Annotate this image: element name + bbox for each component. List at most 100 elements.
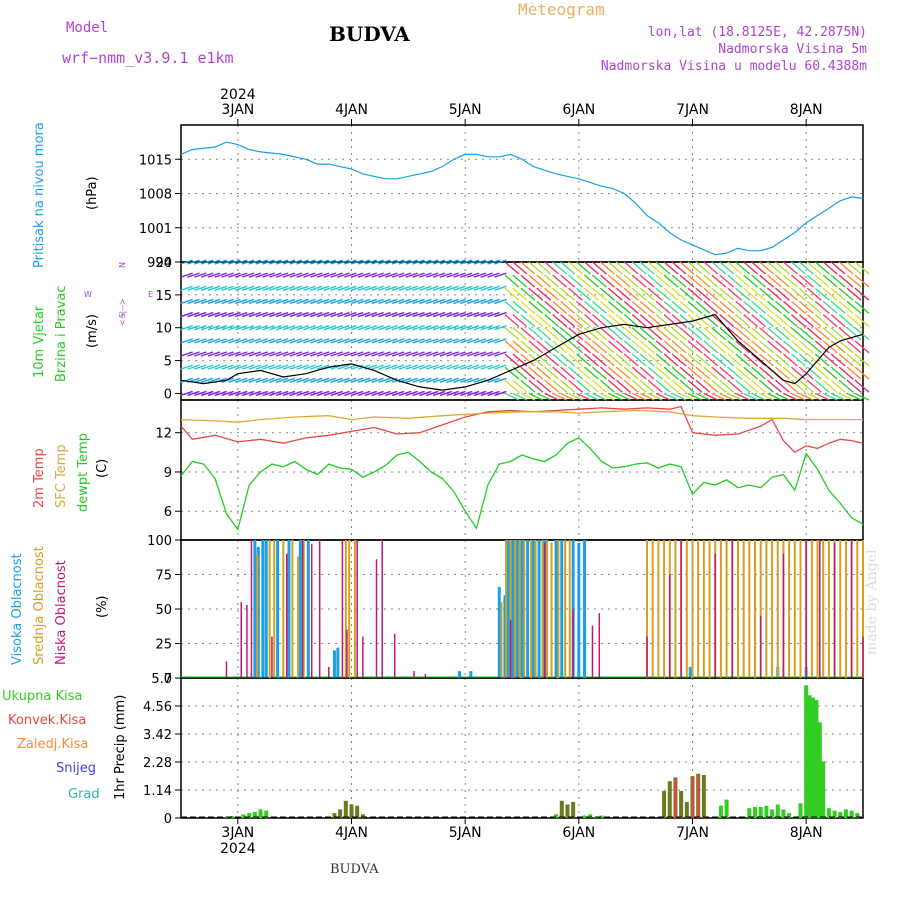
cloud-low-bar [669,574,671,678]
wind-barb [607,366,623,380]
wind-barb [783,314,798,328]
wind-barb [425,364,439,370]
cloud-mid-bar [748,540,751,678]
wind-barb [711,300,727,314]
cloud-mid-bar [282,540,285,678]
wind-barb [439,259,453,265]
temp2m-line [180,405,864,454]
wind-barb [432,311,446,318]
wind-barb [544,340,560,354]
wind-barb [235,272,248,278]
wind-barb [296,298,309,305]
wind-barb [187,338,200,344]
wind-barb [221,338,234,344]
cloud-low-bar [250,540,253,678]
wind-barb [743,379,759,393]
wind-barb [735,287,751,301]
wind-barb [330,311,343,318]
wind-barb [391,311,405,318]
wind-barb [398,338,412,344]
wind-barb [830,366,846,380]
wind-barb [854,327,870,341]
wind-barb [262,259,275,265]
wind-barb [607,327,623,341]
wind-barb [282,325,296,331]
wind-barb [473,298,487,305]
wind-barb [552,287,568,301]
wind-barb [385,351,398,357]
wind-barb [439,377,453,383]
wind-barb [711,327,727,341]
wind-barb [631,314,647,328]
wind-barb [207,272,221,278]
wind-barb [822,353,838,367]
wind-barb [783,274,798,288]
wind-barb [412,325,425,331]
wind-barb [241,364,255,370]
wind-barb [487,272,500,278]
wind-barb [504,274,520,288]
precip-total-bar [810,697,815,818]
wind-barb [214,285,228,291]
wind-barb [775,379,790,393]
wind-barb [460,377,473,383]
wind-barb [592,379,607,393]
wind-barb [568,314,584,328]
wind-barb [544,300,560,314]
year-label-bottom: 2024 [220,841,256,857]
cloud-high-bar [457,671,461,678]
wind-barb [405,311,418,318]
wind-barb [419,285,432,291]
y-tick-label: 25 [155,638,172,653]
wind-barb [323,272,337,278]
wind-barb [466,311,480,318]
cloud-mid-bar [788,540,791,678]
wind-barb [446,272,459,278]
precip-total-bar [559,800,564,818]
cloud-low-bar [318,540,321,678]
wind-barb [432,351,446,357]
wind-barb [425,338,439,344]
wind-barb [214,272,228,278]
precip-total-bar [843,809,848,818]
wind-barb [248,311,262,318]
wind-barb [783,327,798,341]
y-tick-label: 50 [155,603,172,618]
precip-total-bar [758,806,763,818]
cloud-high-bar [276,540,280,678]
wind-barb [830,314,846,328]
wind-barb [679,274,695,288]
wind-barb [544,261,560,275]
model-label: Model [66,20,109,36]
cloud-high-bar [469,671,473,678]
wind-barb [221,390,234,397]
wind-barb [806,314,822,328]
wind-barb [719,327,735,341]
wind-barb [330,259,343,265]
wind-barb [607,274,623,288]
wind-barb [275,351,289,357]
wind-barb [830,300,846,314]
wind-barb [552,261,568,275]
wind-barb [357,311,371,318]
cloud-low-bar [356,540,358,678]
wind-barb [838,274,854,288]
wind-barb [282,377,296,383]
wind-barb [703,379,719,393]
wind-barb [751,274,767,288]
wind-barb [296,377,309,383]
wind-barb [453,325,466,331]
wind-barb [687,287,703,301]
wind-barb [419,272,432,278]
cloud-mid-bar [291,540,294,678]
wind-barb [671,287,687,301]
wind-barb [846,392,862,401]
wind-barb [187,311,200,318]
wind-barb [560,366,576,380]
precip-total-bar [724,799,729,818]
wind-barb [512,327,528,341]
wind-barb [536,274,552,288]
wind-barb [846,274,862,288]
wind-barb [323,325,337,331]
wind-barb [528,314,544,328]
